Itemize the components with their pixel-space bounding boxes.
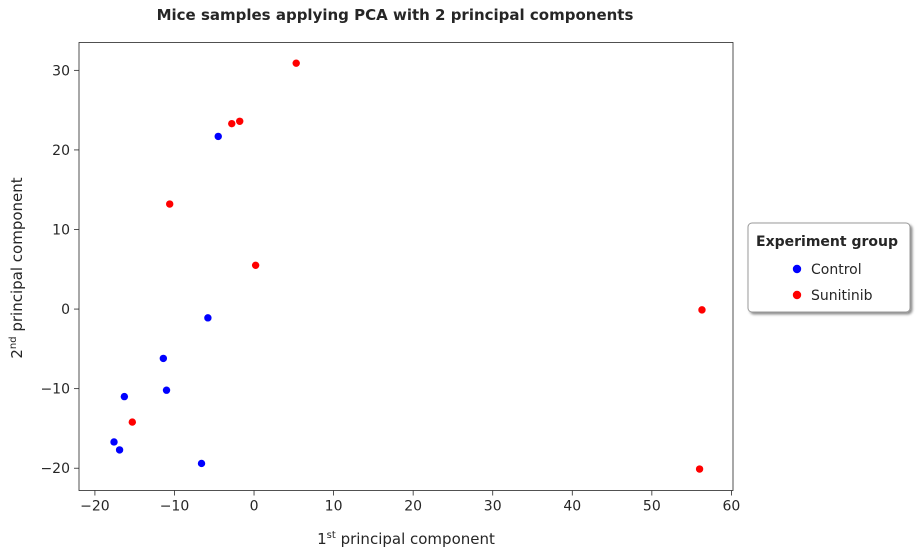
y-tick-label: −20 <box>40 461 70 477</box>
legend-marker-sunitinib <box>792 290 802 300</box>
x-tick-label: 20 <box>404 499 422 515</box>
x-tick-label: 50 <box>643 499 661 515</box>
x-tick-label: 60 <box>722 499 740 515</box>
data-point-control <box>110 438 118 446</box>
legend-marker-control <box>792 264 802 274</box>
legend-label-control: Control <box>811 262 862 278</box>
x-tick-label: 30 <box>484 499 502 515</box>
y-axis-label: 2nd principal component <box>8 177 26 358</box>
data-point-sunitinib <box>695 465 704 473</box>
y-tick-label: −10 <box>40 382 70 398</box>
data-point-control <box>159 354 168 363</box>
legend-box <box>747 222 911 313</box>
legend-title: Experiment group <box>756 234 898 250</box>
data-point-sunitinib <box>128 418 137 426</box>
x-axis-ticks: −20 −10 0 10 20 30 40 50 60 <box>80 490 740 515</box>
y-axis-ticks: −20 −10 0 10 20 30 <box>40 63 79 477</box>
data-point-control <box>115 446 124 454</box>
data-point-control <box>214 132 222 141</box>
y-tick-label: 10 <box>52 222 70 238</box>
x-tick-label: −20 <box>80 499 110 515</box>
chart-title: Mice samples applying PCA with 2 princip… <box>157 6 634 24</box>
y-tick-label: 0 <box>61 302 70 318</box>
data-point-sunitinib <box>698 306 706 314</box>
data-point-sunitinib <box>236 117 244 125</box>
data-point-control <box>204 314 212 322</box>
legend-label-sunitinib: Sunitinib <box>811 288 873 304</box>
data-point-sunitinib <box>228 119 236 128</box>
legend: Experiment group Control Sunitinib <box>747 222 911 313</box>
data-point-sunitinib <box>166 200 174 208</box>
x-tick-label: 0 <box>250 499 259 515</box>
x-axis-label: 1st principal component <box>317 530 495 548</box>
data-point-control <box>197 459 206 468</box>
data-point-sunitinib <box>292 59 300 67</box>
y-tick-label: 30 <box>52 63 70 79</box>
x-tick-label: 40 <box>563 499 581 515</box>
x-tick-label: 10 <box>325 499 343 515</box>
data-point-control <box>120 392 129 401</box>
data-points <box>110 59 706 473</box>
plot-area-frame <box>78 42 734 491</box>
y-tick-label: 20 <box>52 143 70 159</box>
x-tick-label: −10 <box>160 499 190 515</box>
data-point-sunitinib <box>251 261 260 270</box>
data-point-control <box>162 386 171 394</box>
